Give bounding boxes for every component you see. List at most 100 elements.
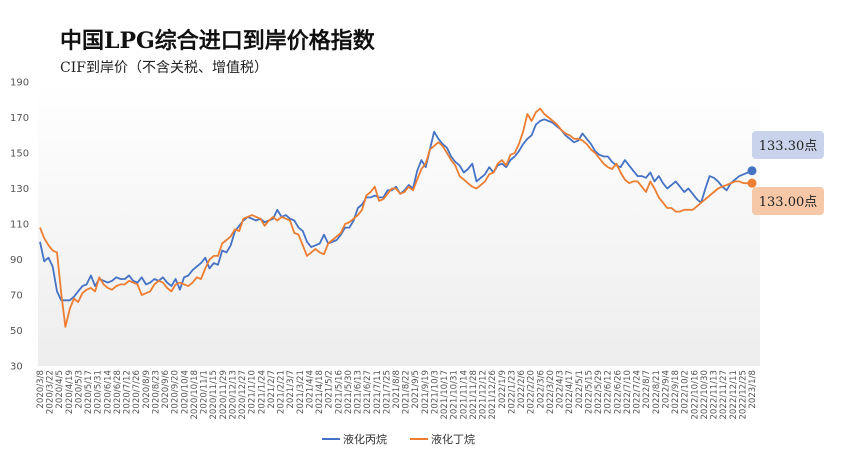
- y-tick-label: 50: [10, 326, 23, 337]
- x-axis: 2020/3/8 2020/3/22 2020/4/5 2020/4/19 2020/5…: [36, 370, 758, 420]
- x-tick-label: 2022/11/13: [710, 370, 720, 420]
- x-tick-label: 2021/9/19: [421, 370, 431, 414]
- x-tick-label: 2020/9/6: [161, 370, 171, 409]
- x-tick-label: 2020/11/1: [200, 370, 210, 414]
- x-tick-label: 2022/3/6: [536, 370, 546, 409]
- end-callouts: 133.30点 133.00点: [747, 131, 824, 215]
- chart-subtitle: CIF到岸价（不含关税、增值税）: [60, 60, 268, 76]
- x-tick-label: 2022/5/15: [584, 370, 594, 414]
- legend-label: 液化丙烷: [343, 432, 387, 446]
- x-tick-label: 2021/11/28: [469, 370, 479, 420]
- x-tick-label: 2021/10/31: [450, 370, 460, 420]
- x-tick-label: 2022/8/21: [652, 370, 662, 414]
- x-tick-label: 2021/2/21: [277, 370, 287, 414]
- x-tick-label: 2021/9/5: [411, 370, 421, 409]
- series-end-marker: [747, 178, 757, 188]
- y-tick-label: 90: [10, 255, 23, 266]
- x-tick-label: 2022/4/3: [556, 370, 566, 409]
- x-tick-label: 2022/1/9: [498, 370, 508, 409]
- y-tick-label: 70: [10, 291, 23, 302]
- x-tick-label: 2022/7/24: [633, 370, 643, 414]
- x-tick-label: 2022/12/11: [729, 370, 739, 420]
- series-end-marker: [747, 166, 757, 176]
- x-tick-label: 2020/10/4: [180, 370, 190, 414]
- legend: 液化丙烷 液化丁烷: [322, 432, 475, 446]
- x-tick-label: 2021/10/3: [430, 370, 440, 414]
- x-tick-label: 2022/2/20: [527, 370, 537, 414]
- value-callout-box: [752, 187, 824, 215]
- series-lines: [39, 107, 753, 328]
- x-tick-label: 2020/3/22: [46, 370, 56, 414]
- x-tick-label: 2021/8/8: [392, 370, 402, 409]
- x-tick-label: 2021/5/16: [334, 370, 344, 414]
- x-tick-label: 2021/5/30: [344, 370, 354, 414]
- chart-title: 中国LPG综合进口到岸价格指数: [60, 28, 376, 54]
- x-tick-label: 2020/4/19: [65, 370, 75, 414]
- y-tick-label: 190: [10, 78, 29, 89]
- plot-area: [38, 82, 760, 366]
- x-tick-label: 2021/7/11: [373, 370, 383, 414]
- y-axis: 30 50 70 90 110 130 150 170 190: [10, 78, 29, 373]
- x-tick-label: 2021/10/17: [440, 370, 450, 420]
- x-tick-label: 2020/11/15: [209, 370, 219, 420]
- x-tick-label: 2022/3/20: [546, 370, 556, 414]
- x-tick-label: 2021/6/13: [354, 370, 364, 414]
- x-tick-label: 2020/7/12: [123, 370, 133, 414]
- x-tick-label: 2021/6/27: [363, 370, 373, 414]
- x-tick-label: 2020/8/23: [151, 370, 161, 414]
- x-tick-label: 2020/7/26: [132, 370, 142, 414]
- y-tick-label: 110: [10, 220, 29, 231]
- x-tick-label: 2020/3/8: [36, 370, 46, 409]
- x-tick-label: 2022/8/7: [642, 370, 652, 409]
- x-tick-label: 2023/1/8: [748, 370, 758, 409]
- x-tick-label: 2021/4/18: [315, 370, 325, 414]
- x-tick-label: 2020/10/18: [190, 370, 200, 420]
- x-tick-label: 2021/7/25: [382, 370, 392, 414]
- x-tick-label: 2022/9/4: [661, 370, 671, 409]
- x-tick-label: 2020/4/5: [55, 370, 65, 409]
- legend-label: 液化丁烷: [431, 432, 475, 446]
- x-tick-label: 2020/8/9: [142, 370, 152, 409]
- x-tick-label: 2022/6/26: [613, 370, 623, 414]
- x-tick-label: 2022/10/30: [700, 370, 710, 420]
- x-tick-label: 2021/5/2: [325, 370, 335, 409]
- x-tick-label: 2020/6/28: [113, 370, 123, 414]
- x-tick-label: 2022/5/1: [575, 370, 585, 409]
- x-tick-label: 2021/4/4: [305, 370, 315, 409]
- x-tick-label: 2022/6/12: [604, 370, 614, 414]
- x-tick-label: 2020/12/27: [238, 370, 248, 420]
- value-callout-label: 133.30点: [759, 139, 818, 154]
- x-tick-label: 2022/9/18: [671, 370, 681, 414]
- y-tick-label: 30: [10, 362, 23, 373]
- value-callout-box: [752, 131, 824, 159]
- y-tick-label: 150: [10, 149, 29, 160]
- x-tick-label: 2021/3/7: [286, 370, 296, 409]
- x-tick-label: 2021/1/24: [257, 370, 267, 414]
- x-tick-label: 2022/7/10: [623, 370, 633, 414]
- x-tick-label: 2021/11/14: [459, 370, 469, 420]
- x-tick-label: 2020/5/17: [84, 370, 94, 414]
- x-tick-label: 2021/8/22: [402, 370, 412, 414]
- x-tick-label: 2022/1/23: [507, 370, 517, 414]
- x-tick-label: 2022/12/25: [738, 370, 748, 420]
- series-line-butane: [39, 107, 752, 328]
- value-callout-label: 133.00点: [759, 195, 818, 210]
- x-tick-label: 2021/3/21: [296, 370, 306, 414]
- x-tick-label: 2020/5/3: [74, 370, 84, 409]
- x-tick-label: 2021/12/26: [488, 370, 498, 420]
- y-tick-label: 130: [10, 184, 29, 195]
- x-tick-label: 2022/5/29: [594, 370, 604, 414]
- x-tick-label: 2020/6/14: [103, 370, 113, 414]
- x-tick-label: 2022/10/2: [681, 370, 691, 414]
- x-tick-label: 2022/4/17: [565, 370, 575, 414]
- x-tick-label: 2022/2/6: [517, 370, 527, 409]
- x-tick-label: 2022/11/27: [719, 370, 729, 420]
- x-tick-label: 2022/10/16: [690, 370, 700, 420]
- x-tick-label: 2020/12/13: [228, 370, 238, 420]
- x-tick-label: 2021/2/7: [267, 370, 277, 409]
- x-tick-label: 2021/12/12: [479, 370, 489, 420]
- x-tick-label: 2021/1/10: [248, 370, 258, 414]
- x-tick-label: 2020/11/29: [219, 370, 229, 420]
- x-tick-label: 2020/9/20: [171, 370, 181, 414]
